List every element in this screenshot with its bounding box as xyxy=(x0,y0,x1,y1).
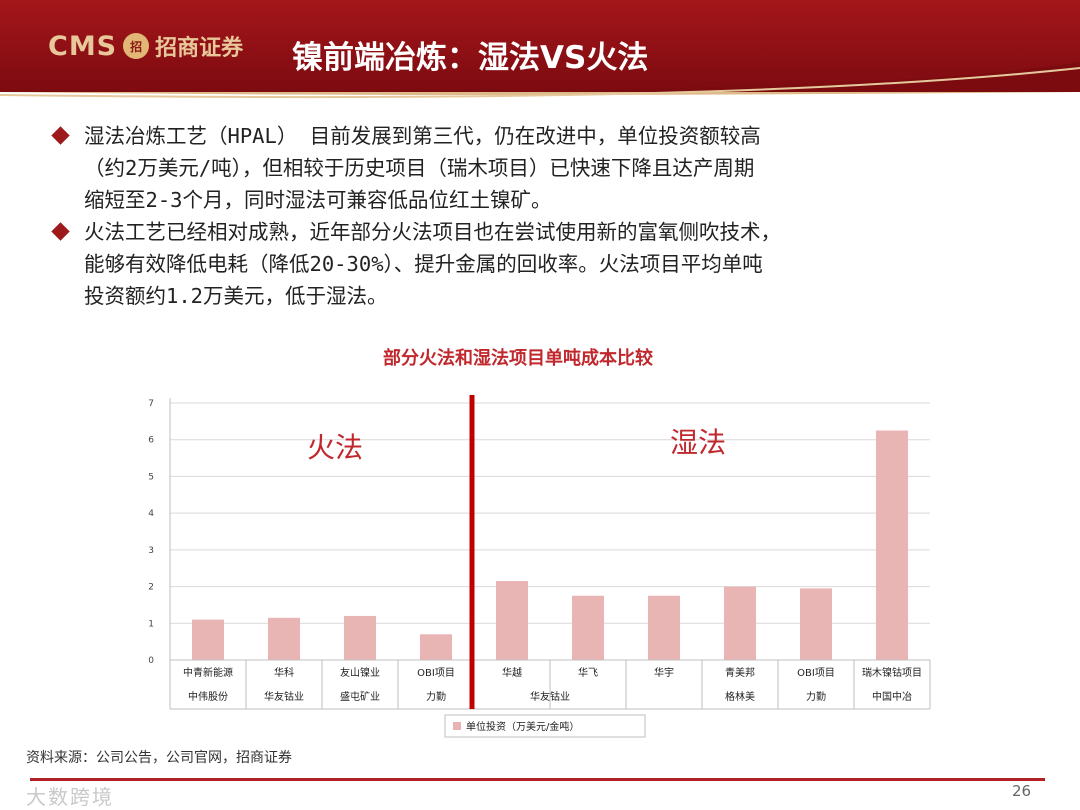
x-tick-label: 青美邦 xyxy=(725,666,755,679)
page-title: 镍前端冶炼：湿法VS火法 xyxy=(292,40,649,76)
x-tick-label: 华友钴业 xyxy=(530,690,570,703)
bullet-item: 火法工艺已经相对成熟，近年部分火法项目也在尝试使用新的富氧侧吹技术， 能够有效降… xyxy=(50,216,1000,312)
watermark: 大数跨境 xyxy=(26,785,114,809)
bullet-line: 能够有效降低电耗（降低20-30%）、提升金属的回收率。火法项目平均单吨 xyxy=(84,252,763,276)
legend-label: 单位投资（万美元/金吨） xyxy=(466,720,579,733)
legend-swatch xyxy=(453,722,461,730)
x-tick-label: 中国中冶 xyxy=(872,690,912,703)
chart-title: 部分火法和湿法项目单吨成本比较 xyxy=(383,347,653,369)
legend-box xyxy=(444,714,646,738)
y-tick-label: 2 xyxy=(148,583,154,593)
x-tick-label: 华飞 xyxy=(578,666,598,679)
bullet-line: 缩短至2-3个月，同时湿法可兼容低品位红土镍矿。 xyxy=(84,188,552,212)
y-tick-label: 0 xyxy=(148,656,154,666)
bullet-line: 湿法冶炼工艺（HPAL） 目前发展到第三代，仍在改进中，单位投资额较高 xyxy=(84,124,761,148)
header-curve xyxy=(0,62,1080,99)
y-tick-label: 6 xyxy=(148,436,154,446)
logo-cn-text: 招商证券 xyxy=(155,35,244,61)
bar xyxy=(572,595,604,660)
x-tick-label: 中青新能源 xyxy=(183,666,233,679)
y-tick-label: 1 xyxy=(148,619,154,629)
annotation-fire: 火法 xyxy=(307,431,363,464)
bar xyxy=(496,581,528,660)
x-tick-label: 格林美 xyxy=(725,690,755,703)
bullet-item: 湿法冶炼工艺（HPAL） 目前发展到第三代，仍在改进中，单位投资额较高 （约2万… xyxy=(50,120,1000,216)
bullet-list: 湿法冶炼工艺（HPAL） 目前发展到第三代，仍在改进中，单位投资额较高 （约2万… xyxy=(50,120,1000,312)
bullet-line: 投资额约1.2万美元，低于湿法。 xyxy=(84,284,388,308)
x-tick-label: 瑞木镍钴项目 xyxy=(862,666,922,679)
x-tick-label: 华宇 xyxy=(654,666,674,679)
logo-cms-text: CMS xyxy=(48,30,118,62)
x-tick-label: 华越 xyxy=(502,666,522,679)
source-note: 资料来源：公司公告，公司官网，招商证券 xyxy=(26,750,292,766)
y-tick-label: 7 xyxy=(148,399,154,409)
cms-logo: CMS 招 招商证券 xyxy=(48,26,243,66)
header-banner xyxy=(0,0,1080,92)
bar xyxy=(648,595,680,660)
x-tick-label: 力勤 xyxy=(426,690,446,703)
x-tick-label: 华友钴业 xyxy=(264,690,304,703)
y-tick-label: 5 xyxy=(148,472,154,482)
x-tick-label: 力勤 xyxy=(806,690,826,703)
cost-comparison-chart: 部分火法和湿法项目单吨成本比较 0 1 2 3 4 5 6 7 中青新能源中伟股份 华科华友钴业 友山… xyxy=(140,340,940,740)
bar xyxy=(344,615,376,660)
logo-badge-icon: 招 xyxy=(123,33,150,59)
annotation-wet: 湿法 xyxy=(670,426,726,459)
bar xyxy=(192,619,224,660)
y-tick-label: 4 xyxy=(148,509,154,519)
bar xyxy=(724,586,756,660)
diamond-bullet-icon xyxy=(51,126,70,145)
bar xyxy=(800,588,832,660)
x-tick-label: 盛屯矿业 xyxy=(340,690,380,703)
bullet-line: （约2万美元/吨），但相较于历史项目（瑞木项目）已快速下降且达产周期 xyxy=(84,156,755,180)
bullet-line: 火法工艺已经相对成熟，近年部分火法项目也在尝试使用新的富氧侧吹技术， xyxy=(84,220,781,244)
page-number: 26 xyxy=(1012,782,1032,800)
y-tick-label: 3 xyxy=(148,546,154,556)
x-tick-label: 友山镍业 xyxy=(340,666,380,679)
x-tick-label: 华科 xyxy=(274,666,294,679)
x-tick-label: 中伟股份 xyxy=(188,690,228,703)
footer-divider xyxy=(30,778,1045,781)
bar xyxy=(268,617,300,660)
x-tick-label: OBI项目 xyxy=(417,667,455,679)
x-tick-label: OBI项目 xyxy=(797,667,835,679)
bar xyxy=(876,430,908,660)
diamond-bullet-icon xyxy=(51,222,70,241)
bar xyxy=(420,634,452,660)
